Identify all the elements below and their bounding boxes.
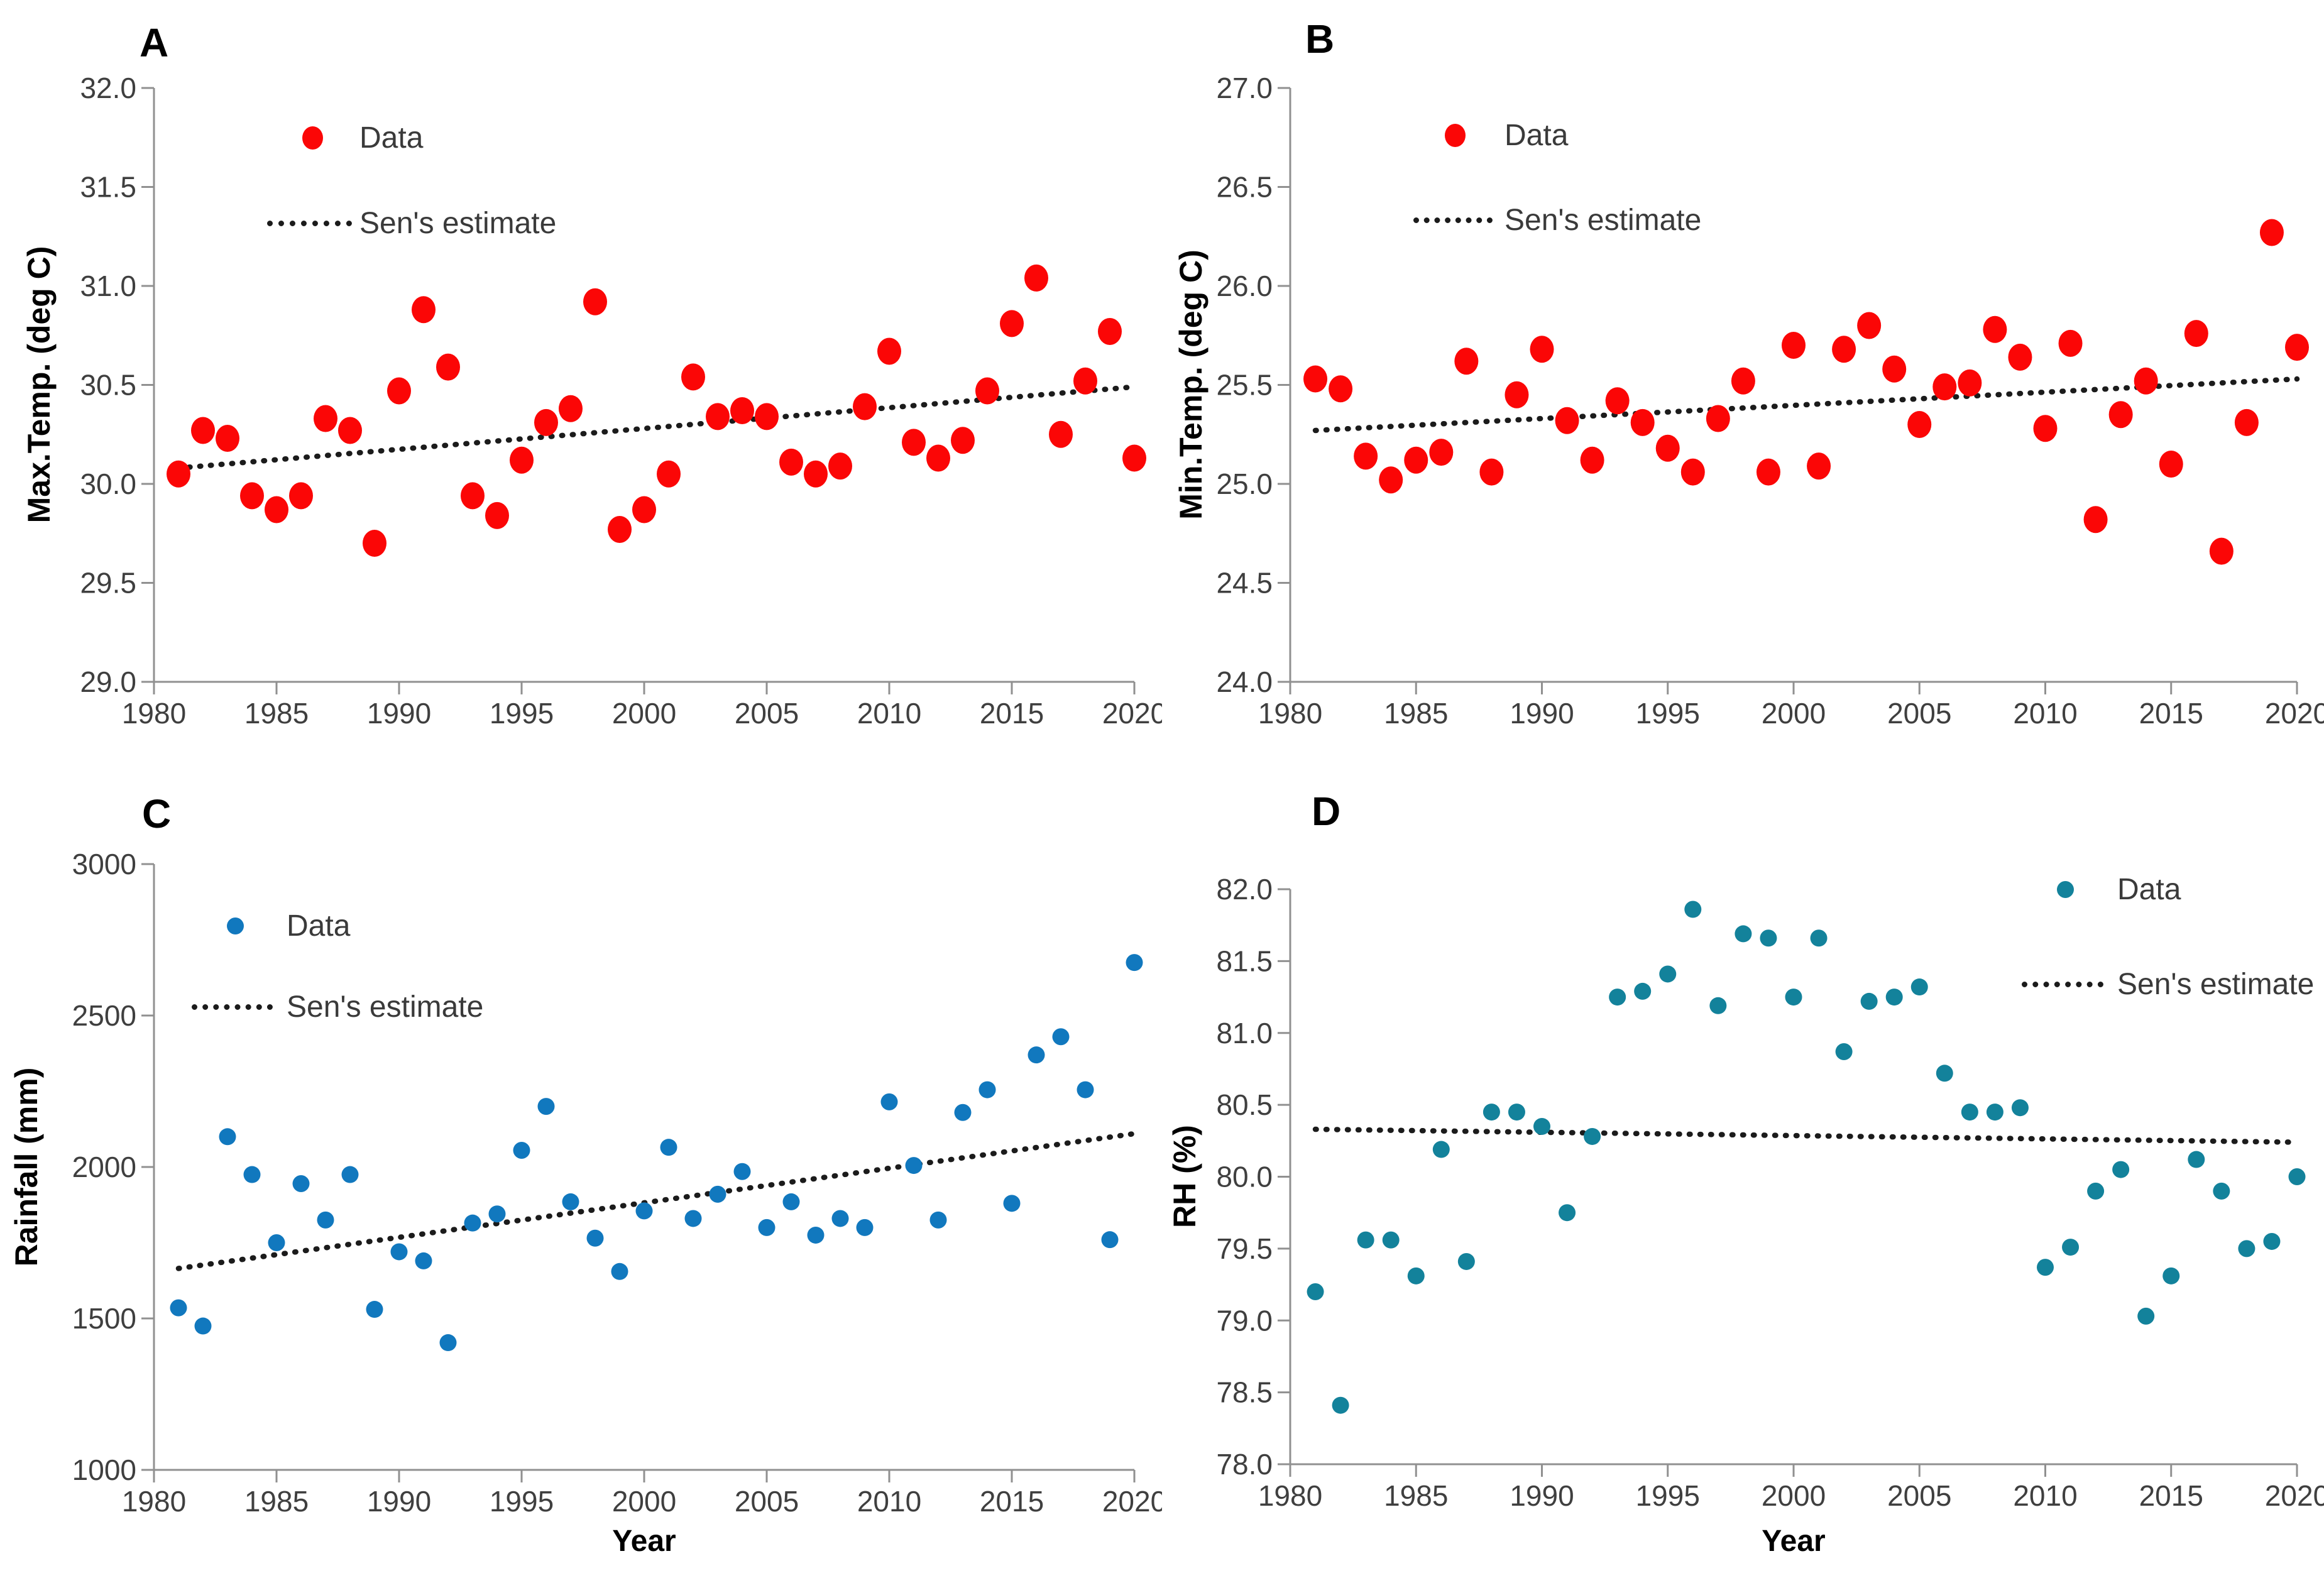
svg-text:2020: 2020 [2265,697,2324,730]
legend-sen-line-icon [192,1004,273,1010]
legend-data-marker-icon [1445,124,1466,147]
svg-text:1980: 1980 [122,697,186,730]
svg-text:2005: 2005 [1887,1479,1951,1512]
svg-text:2020: 2020 [1102,1485,1162,1518]
svg-text:2010: 2010 [857,697,921,730]
svg-text:80.0: 80.0 [1216,1161,1273,1193]
legend-sen-line-icon [2022,982,2103,987]
svg-text:26.0: 26.0 [1216,270,1273,302]
svg-text:79.5: 79.5 [1216,1232,1273,1265]
legend-data-label: Data [359,121,424,155]
panel-min-temp: 24.0 24.5 25.0 25.5 26.0 26.5 27.0 1980 1985 1990… [1162,0,2324,792]
svg-text:25.5: 25.5 [1216,369,1273,402]
svg-text:1000: 1000 [72,1454,136,1486]
svg-text:2000: 2000 [72,1151,136,1183]
legend-sen-line-icon [267,221,352,226]
svg-text:82.0: 82.0 [1216,873,1273,906]
panel-relative-humidity-plot: 78.0 78.5 79.0 79.5 80.0 80.5 81.0 81.5 82.0 1980… [1216,873,2324,1512]
legend-data-marker-icon [302,126,323,150]
svg-text:2015: 2015 [2139,1479,2203,1512]
svg-text:1995: 1995 [490,1485,554,1518]
svg-text:81.5: 81.5 [1216,945,1273,977]
svg-text:1980: 1980 [1258,697,1322,730]
svg-text:81.0: 81.0 [1216,1017,1273,1049]
svg-text:2005: 2005 [735,1485,799,1518]
svg-text:78.5: 78.5 [1216,1376,1273,1409]
svg-text:1995: 1995 [490,697,554,730]
legend-sen-label: Sen's estimate [287,990,484,1024]
svg-text:1995: 1995 [1636,697,1700,730]
legend-sen-line-icon [1413,217,1493,223]
svg-text:2005: 2005 [735,697,799,730]
panel-max-temp-letter: A [140,20,169,65]
svg-text:2000: 2000 [1762,697,1826,730]
svg-text:24.0: 24.0 [1216,666,1273,698]
svg-text:31.5: 31.5 [80,171,136,204]
svg-text:1995: 1995 [1636,1479,1700,1512]
svg-text:26.5: 26.5 [1216,171,1273,204]
svg-text:30.5: 30.5 [80,369,136,402]
svg-text:1985: 1985 [1384,1479,1448,1512]
svg-text:2015: 2015 [2139,697,2203,730]
svg-text:1990: 1990 [1510,1479,1574,1512]
panel-relative-humidity-xlabel: Year [1762,1525,1826,1558]
panel-max-temp-plot: 29.0 29.5 30.0 30.5 31.0 31.5 32.0 1980 1985 1990… [80,72,1162,730]
svg-text:1985: 1985 [1384,697,1448,730]
panel-rainfall-ylabel: Rainfall (mm) [9,1067,44,1267]
panel-min-temp-ylabel: Min.Temp. (deg C) [1173,249,1209,520]
svg-text:32.0: 32.0 [80,72,136,104]
svg-text:29.5: 29.5 [80,567,136,600]
legend-data-marker-icon [2057,881,2074,898]
svg-text:1500: 1500 [72,1302,136,1335]
panel-max-temp-ylabel: Max.Temp. (deg C) [21,246,57,523]
svg-text:27.0: 27.0 [1216,72,1273,104]
legend-data-marker-icon [227,917,244,934]
panel-rainfall-plot: 1000 1500 2000 2500 3000 1980 1985 1990 1995 2000… [72,848,1162,1518]
svg-text:2005: 2005 [1887,697,1951,730]
svg-text:29.0: 29.0 [80,666,136,698]
panel-rainfall-xlabel: Year [612,1525,676,1558]
panel-min-temp-plot: 24.0 24.5 25.0 25.5 26.0 26.5 27.0 1980 1985 1990… [1216,72,2324,730]
svg-text:80.5: 80.5 [1216,1088,1273,1121]
legend-data-label: Data [2117,873,2181,906]
svg-text:24.5: 24.5 [1216,567,1273,600]
svg-text:2020: 2020 [1102,697,1162,730]
legend-sen-label: Sen's estimate [1505,204,1702,237]
svg-text:31.0: 31.0 [80,270,136,302]
panel-rainfall: 1000 1500 2000 2500 3000 1980 1985 1990 1995 2000… [0,791,1162,1583]
panel-relative-humidity-letter: D [1312,789,1341,834]
svg-text:2000: 2000 [1762,1479,1826,1512]
panel-relative-humidity-ylabel: RH (%) [1167,1125,1202,1228]
legend-data-label: Data [1505,119,1569,152]
svg-text:2000: 2000 [612,697,676,730]
panel-max-temp: 29.0 29.5 30.0 30.5 31.0 31.5 32.0 1980 1985 1990… [0,0,1162,792]
svg-text:1980: 1980 [122,1485,186,1518]
svg-text:2000: 2000 [612,1485,676,1518]
svg-text:78.0: 78.0 [1216,1448,1273,1481]
svg-text:79.0: 79.0 [1216,1304,1273,1337]
panel-min-temp-letter: B [1305,16,1335,62]
svg-text:2500: 2500 [72,999,136,1032]
svg-text:1990: 1990 [367,1485,431,1518]
svg-text:2010: 2010 [857,1485,921,1518]
legend-sen-label: Sen's estimate [359,207,557,240]
svg-text:1990: 1990 [367,697,431,730]
svg-text:2010: 2010 [2013,1479,2077,1512]
svg-text:25.0: 25.0 [1216,468,1273,500]
svg-text:2015: 2015 [980,1485,1044,1518]
legend-sen-label: Sen's estimate [2117,968,2315,1001]
panel-rainfall-letter: C [142,791,172,836]
svg-text:1980: 1980 [1258,1479,1322,1512]
svg-text:30.0: 30.0 [80,468,136,500]
svg-text:2020: 2020 [2265,1479,2324,1512]
svg-text:1985: 1985 [244,1485,309,1518]
svg-text:2015: 2015 [980,697,1044,730]
svg-text:3000: 3000 [72,848,136,880]
legend-data-label: Data [287,909,351,943]
svg-text:1985: 1985 [244,697,309,730]
svg-text:2010: 2010 [2013,697,2077,730]
svg-text:1990: 1990 [1510,697,1574,730]
panel-relative-humidity: 78.0 78.5 79.0 79.5 80.0 80.5 81.0 81.5 82.0 1980… [1162,791,2324,1583]
